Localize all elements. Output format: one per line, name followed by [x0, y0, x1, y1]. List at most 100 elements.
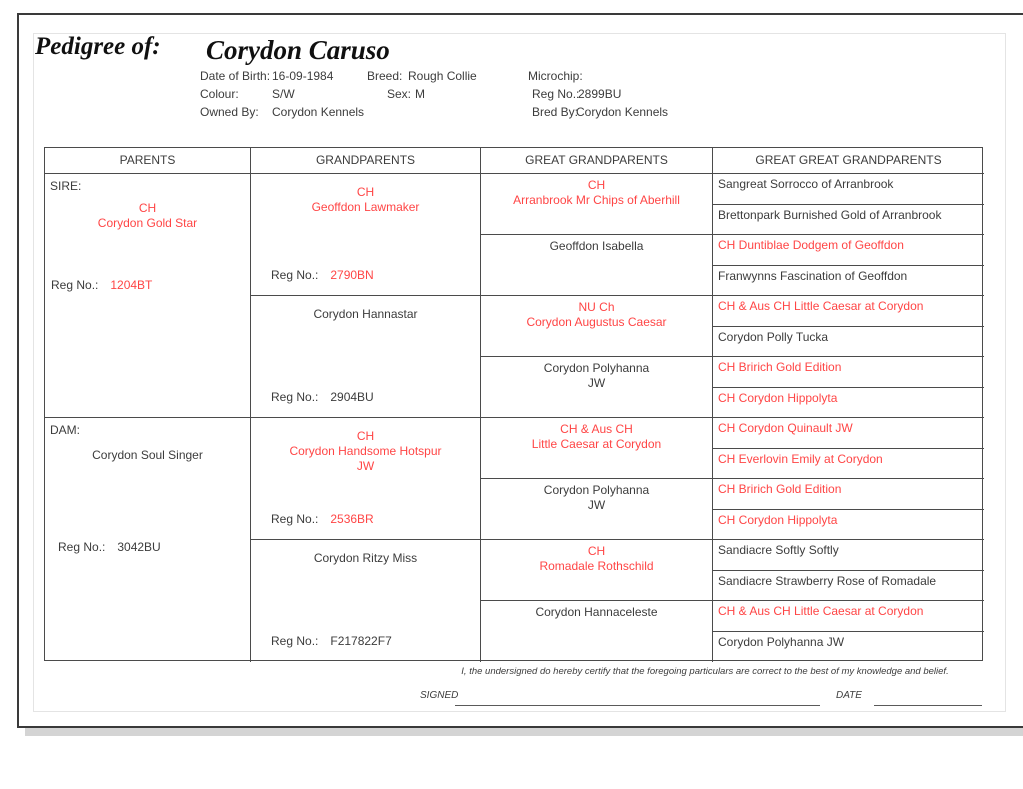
great-grandparent-cell-3: NU Ch Corydon Augustus Caesar: [481, 296, 713, 357]
great-grandparent-name-8: Corydon Hannaceleste: [535, 605, 658, 619]
colour-value: S/W: [272, 87, 295, 101]
ggg-name-5: CH & Aus CH Little Caesar at Corydon: [718, 299, 924, 313]
grandparent-reg-value-2: 2904BU: [330, 390, 374, 404]
breed-value: Rough Collie: [408, 69, 477, 83]
pedigree-table: PARENTS GRANDPARENTS GREAT GRANDPARENTS …: [44, 147, 984, 662]
ggg-name-2: Brettonpark Burnished Gold of Arranbrook: [718, 208, 942, 222]
ggg-cell-4: Franwynns Fascination of Geoffdon: [713, 266, 984, 296]
certification-statement: I, the undersigned do hereby certify tha…: [461, 666, 949, 677]
column-header-great-great-grandparents: GREAT GREAT GRANDPARENTS: [713, 148, 984, 174]
ggg-cell-8: CH Corydon Hippolyta: [713, 388, 984, 418]
great-grandparent-cell-2: Geoffdon Isabella: [481, 235, 713, 296]
ggg-cell-1: Sangreat Sorrocco of Arranbrook: [713, 174, 984, 205]
dam-cell: DAM: Corydon Soul Singer Reg No.: 3042BU: [45, 418, 251, 662]
grandparent-cell-3: CH Corydon Handsome Hotspur JW Reg No.: 2…: [251, 418, 481, 540]
ggg-name-6: Corydon Polly Tucka: [718, 330, 829, 344]
great-grandparent-cell-4: Corydon Polyhanna JW: [481, 357, 713, 418]
sire-reg-value: 1204BT: [110, 278, 153, 292]
grandparent-reg-value-1: 2790BN: [330, 268, 374, 282]
colour-label: Colour:: [200, 87, 239, 101]
grandparent-name-1: CH Geoffdon Lawmaker: [311, 185, 420, 214]
ggg-name-14: Sandiacre Strawberry Rose of Romadale: [718, 574, 937, 588]
dam-role-label: DAM:: [50, 423, 80, 437]
ggg-name-1: Sangreat Sorrocco of Arranbrook: [718, 177, 894, 191]
sire-cell: SIRE: CH Corydon Gold Star Reg No.: 1204B…: [45, 174, 251, 418]
grandparent-name-3: CH Corydon Handsome Hotspur JW: [289, 429, 442, 473]
owned-by-value: Corydon Kennels: [272, 105, 365, 119]
grandparent-cell-2: Corydon Hannastar Reg No.: 2904BU: [251, 296, 481, 418]
regno-value: 2899BU: [578, 87, 622, 101]
regno-label: Reg No.:: [532, 87, 580, 101]
ggg-cell-3: CH Duntiblae Dodgem of Geoffdon: [713, 235, 984, 266]
ggg-cell-12: CH Corydon Hippolyta: [713, 510, 984, 540]
grandparent-reg-line-3: Reg No.: 2536BR: [271, 512, 374, 527]
ggg-name-3: CH Duntiblae Dodgem of Geoffdon: [718, 238, 904, 252]
sire-reg-line: Reg No.: 1204BT: [51, 278, 152, 293]
grandparent-reg-line-2: Reg No.: 2904BU: [271, 390, 374, 405]
ggg-cell-10: CH Everlovin Emily at Corydon: [713, 449, 984, 479]
great-grandparent-name-4: Corydon Polyhanna JW: [543, 361, 650, 390]
great-grandparent-name-2: Geoffdon Isabella: [549, 239, 644, 253]
ggg-cell-16: Corydon Polyhanna JW: [713, 632, 984, 662]
ggg-cell-13: Sandiacre Softly Softly: [713, 540, 984, 571]
great-grandparent-name-6: Corydon Polyhanna JW: [543, 483, 650, 512]
ggg-name-11: CH Bririch Gold Edition: [718, 482, 842, 496]
column-header-parents: PARENTS: [45, 148, 251, 174]
great-grandparent-cell-7: CH Romadale Rothschild: [481, 540, 713, 601]
ggg-cell-9: CH Corydon Quinault JW: [713, 418, 984, 449]
ggg-name-9: CH Corydon Quinault JW: [718, 421, 853, 435]
ggg-name-15: CH & Aus CH Little Caesar at Corydon: [718, 604, 924, 618]
dog-name: Corydon Caruso: [206, 35, 390, 65]
ggg-cell-6: Corydon Polly Tucka: [713, 327, 984, 357]
column-header-grandparents: GRANDPARENTS: [251, 148, 481, 174]
grandparent-reg-line-4: Reg No.: F217822F7: [271, 634, 392, 649]
date-label: DATE: [836, 690, 862, 701]
dam-reg-label: Reg No.:: [58, 540, 106, 554]
signature-line: [455, 705, 820, 706]
grandparent-cell-1: CH Geoffdon Lawmaker Reg No.: 2790BN: [251, 174, 481, 296]
date-line: [874, 705, 982, 706]
grandparent-reg-label-1: Reg No.:: [271, 268, 319, 282]
ggg-cell-5: CH & Aus CH Little Caesar at Corydon: [713, 296, 984, 327]
great-grandparent-name-7: CH Romadale Rothschild: [539, 544, 654, 573]
signed-label: SIGNED: [420, 690, 459, 701]
ggg-name-13: Sandiacre Softly Softly: [718, 543, 839, 557]
ggg-name-7: CH Bririch Gold Edition: [718, 360, 842, 374]
ggg-cell-7: CH Bririch Gold Edition: [713, 357, 984, 388]
dob-value: 16-09-1984: [272, 69, 334, 83]
ggg-name-16: Corydon Polyhanna JW: [718, 635, 845, 649]
ggg-name-12: CH Corydon Hippolyta: [718, 513, 838, 527]
ggg-cell-15: CH & Aus CH Little Caesar at Corydon: [713, 601, 984, 632]
ggg-name-8: CH Corydon Hippolyta: [718, 391, 838, 405]
sire-reg-label: Reg No.:: [51, 278, 99, 292]
sire-role-label: SIRE:: [50, 179, 82, 193]
sex-value: M: [415, 87, 425, 101]
ggg-cell-14: Sandiacre Strawberry Rose of Romadale: [713, 571, 984, 601]
breed-label: Breed:: [367, 69, 403, 83]
great-grandparent-cell-6: Corydon Polyhanna JW: [481, 479, 713, 540]
grandparent-reg-value-3: 2536BR: [330, 512, 374, 526]
sex-label: Sex:: [387, 87, 412, 101]
bred-by-value: Corydon Kennels: [576, 105, 669, 119]
dam-reg-value: 3042BU: [117, 540, 161, 554]
grandparent-cell-4: Corydon Ritzy Miss Reg No.: F217822F7: [251, 540, 481, 662]
dam-name: Corydon Soul Singer: [92, 448, 203, 462]
grandparent-name-4: Corydon Ritzy Miss: [313, 551, 418, 565]
grandparent-reg-line-1: Reg No.: 2790BN: [271, 268, 374, 283]
bred-by-label: Bred By:: [532, 105, 579, 119]
grandparent-reg-label-2: Reg No.:: [271, 390, 319, 404]
grandparent-name-2: Corydon Hannastar: [313, 307, 418, 321]
great-grandparent-cell-1: CH Arranbrook Mr Chips of Aberhill: [481, 174, 713, 235]
grandparent-reg-value-4: F217822F7: [330, 634, 392, 648]
great-grandparent-name-1: CH Arranbrook Mr Chips of Aberhill: [513, 178, 680, 207]
dob-label: Date of Birth:: [200, 69, 271, 83]
sire-name: CH Corydon Gold Star: [97, 201, 198, 230]
grandparent-reg-label-4: Reg No.:: [271, 634, 319, 648]
ggg-cell-11: CH Bririch Gold Edition: [713, 479, 984, 510]
great-grandparent-cell-8: Corydon Hannaceleste: [481, 601, 713, 662]
ggg-cell-2: Brettonpark Burnished Gold of Arranbrook: [713, 205, 984, 235]
great-grandparent-name-5: CH & Aus CH Little Caesar at Corydon: [531, 422, 662, 451]
column-header-great-grandparents: GREAT GRANDPARENTS: [481, 148, 713, 174]
pedigree-of-label: Pedigree of:: [35, 33, 161, 60]
